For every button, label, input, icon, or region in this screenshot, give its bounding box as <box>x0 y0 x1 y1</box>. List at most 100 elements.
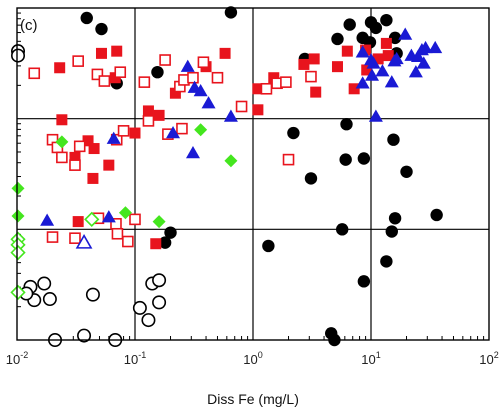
filled-triangle-point <box>355 76 370 89</box>
panel-label: (c) <box>20 17 38 34</box>
filled-triangle-point <box>428 40 443 54</box>
filled-triangle-point <box>101 210 116 223</box>
open-square-point <box>282 153 295 166</box>
filled-circle-point <box>304 172 318 185</box>
x-axis-title: Diss Fe (mg/L) <box>207 391 299 407</box>
open-square-point <box>72 55 84 67</box>
x-tick-labels: 10-2 10-1 100 101 102 <box>6 350 499 367</box>
filled-square-point <box>54 62 66 74</box>
open-square-point <box>305 70 317 83</box>
filled-triangle-point <box>193 84 208 97</box>
open-square-point <box>142 115 155 127</box>
open-square-point <box>111 227 124 240</box>
filled-circle-point <box>331 32 344 46</box>
filled-square-point <box>252 104 264 116</box>
filled-circle-point <box>343 18 356 31</box>
filled-circle-point <box>339 153 352 166</box>
filled-circle-point <box>340 118 353 131</box>
filled-triangle-point <box>368 109 383 122</box>
x-tick-label: 10-2 <box>6 350 28 367</box>
filled-triangle-point <box>106 131 121 144</box>
filled-diamond-point <box>11 209 25 223</box>
filled-circle-point <box>388 212 402 225</box>
open-diamond-point <box>10 284 26 301</box>
filled-circle-point <box>400 165 413 178</box>
open-square-point <box>197 56 210 69</box>
open-square-point <box>280 76 292 88</box>
filled-triangle-point <box>389 51 404 65</box>
open-square-point <box>235 100 248 113</box>
data-points <box>10 6 443 347</box>
filled-triangle-point <box>410 49 425 62</box>
filled-triangle-point <box>180 59 195 72</box>
filled-square-point <box>88 143 100 155</box>
filled-square-point <box>153 109 165 121</box>
filled-square-point <box>56 114 68 126</box>
open-square-point <box>260 82 273 95</box>
open-square-point <box>159 54 171 66</box>
open-diamond-point <box>84 211 100 228</box>
filled-square-point <box>82 135 94 147</box>
filled-square-point <box>341 45 353 57</box>
x-tick-label: 102 <box>479 350 498 367</box>
open-circle-point <box>152 295 167 310</box>
open-circle-point <box>132 300 147 315</box>
filled-square-point <box>380 37 392 49</box>
filled-triangle-point <box>398 27 413 40</box>
x-tick-label: 100 <box>243 350 262 367</box>
open-square-point <box>69 159 81 171</box>
filled-circle-point <box>224 6 238 19</box>
filled-square-point <box>252 83 264 95</box>
open-circle-point <box>11 48 26 63</box>
x-tick-label: 10-1 <box>124 350 146 367</box>
filled-circle-point <box>164 226 177 239</box>
filled-square-point <box>150 238 162 250</box>
filled-triangle-point <box>384 75 399 88</box>
filled-square-point <box>331 61 343 73</box>
filled-circle-point <box>357 152 371 165</box>
filled-square-point <box>298 58 310 70</box>
filled-circle-point <box>158 236 172 249</box>
filled-diamond-point <box>55 135 69 149</box>
filled-diamond-point <box>118 206 132 220</box>
open-square-point <box>117 125 130 137</box>
filled-circle-point <box>80 11 93 25</box>
open-square-point <box>114 66 127 78</box>
open-circle-point <box>141 313 156 328</box>
open-circle-point <box>42 292 57 307</box>
filled-square-point <box>360 44 372 56</box>
filled-square-point <box>129 127 141 139</box>
open-square-point <box>91 68 104 81</box>
open-circle-point <box>77 328 92 343</box>
filled-circle-point <box>388 31 402 45</box>
open-circle-point <box>85 287 100 302</box>
filled-diamond-point <box>152 215 166 229</box>
filled-diamond-point <box>194 123 208 137</box>
open-square-point <box>98 75 111 87</box>
filled-square-point <box>169 87 181 99</box>
open-square-point <box>28 67 41 80</box>
filled-square-point <box>69 151 81 163</box>
filled-circle-point <box>357 275 371 288</box>
filled-circle-point <box>387 133 400 146</box>
open-square-point <box>122 235 134 248</box>
filled-square-point <box>103 159 115 171</box>
filled-square-point <box>111 45 123 57</box>
filled-triangle-point <box>223 109 238 122</box>
filled-triangle-point <box>201 96 216 109</box>
filled-triangle-point <box>40 213 55 226</box>
filled-square-point <box>361 64 373 76</box>
filled-square-point <box>348 83 360 95</box>
open-square-point <box>46 231 59 243</box>
filled-triangle-point <box>365 68 380 81</box>
plot-frame <box>16 7 490 341</box>
filled-square-point <box>310 86 322 98</box>
filled-circle-point <box>369 21 383 35</box>
filled-square-point <box>142 105 154 117</box>
x-tick-label: 101 <box>361 350 380 367</box>
filled-triangle-point <box>408 65 423 78</box>
filled-square-point <box>95 47 107 59</box>
filled-circle-point <box>95 22 108 36</box>
filled-triangle-point <box>375 64 390 77</box>
